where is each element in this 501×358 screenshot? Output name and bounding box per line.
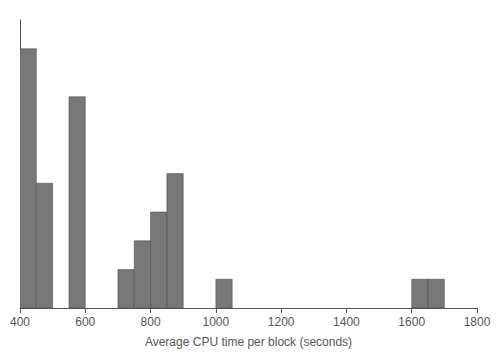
svg-text:Average CPU time per block (se: Average CPU time per block (seconds) [145, 335, 352, 349]
svg-text:1600: 1600 [398, 315, 425, 329]
svg-text:1000: 1000 [203, 315, 230, 329]
svg-text:600: 600 [75, 315, 95, 329]
svg-text:1800: 1800 [464, 315, 491, 329]
svg-text:1200: 1200 [268, 315, 295, 329]
svg-text:400: 400 [10, 315, 30, 329]
svg-text:1400: 1400 [333, 315, 360, 329]
svg-text:800: 800 [141, 315, 161, 329]
